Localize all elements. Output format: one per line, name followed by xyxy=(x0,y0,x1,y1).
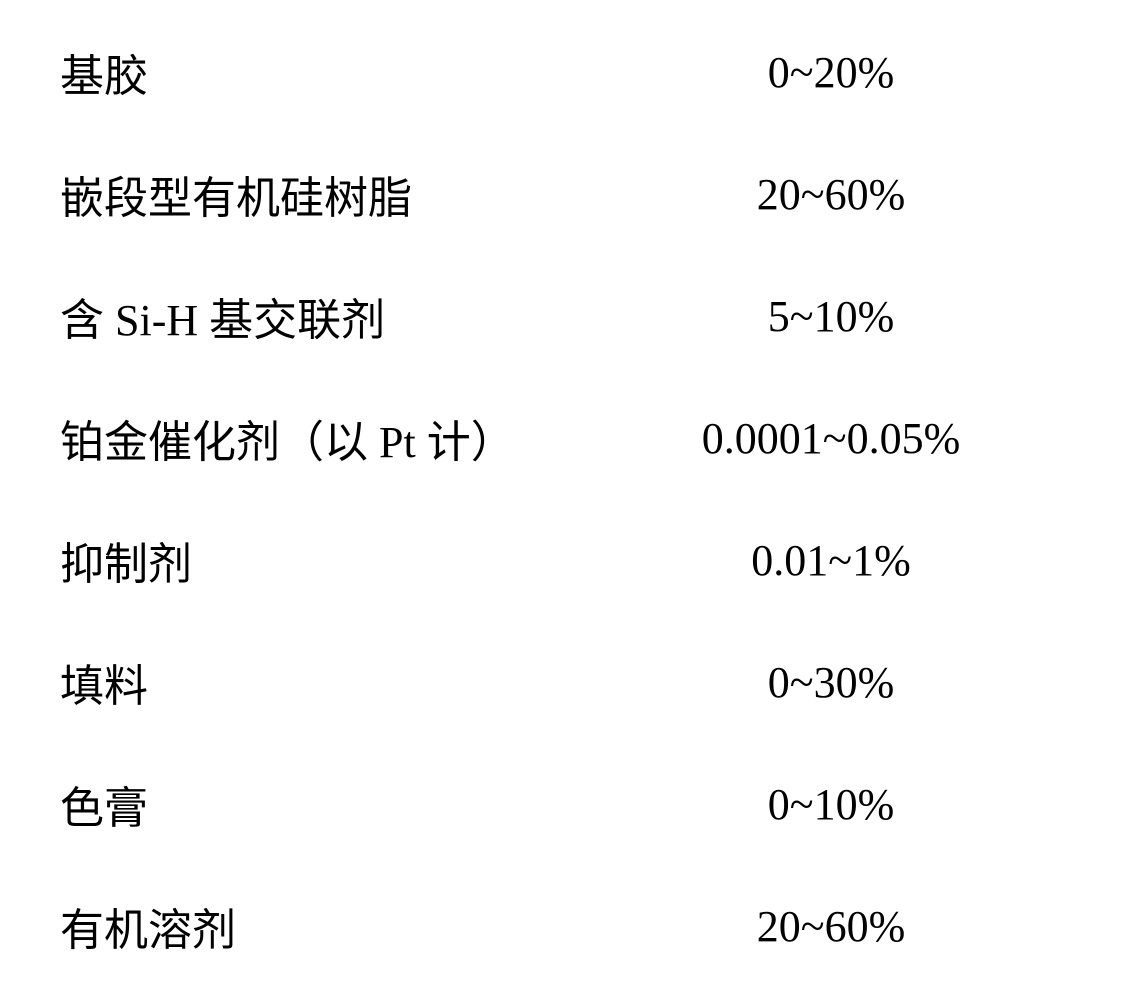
table-row: 有机溶剂 20~60% xyxy=(60,894,1082,958)
table-row: 抑制剂 0.01~1% xyxy=(60,528,1082,592)
component-label: 基胶 xyxy=(60,40,580,104)
component-label: 含 Si-H 基交联剂 xyxy=(60,284,580,348)
component-label: 嵌段型有机硅树脂 xyxy=(60,162,580,226)
component-value: 0~10% xyxy=(580,779,1082,830)
component-label: 有机溶剂 xyxy=(60,894,580,958)
component-label: 抑制剂 xyxy=(60,528,580,592)
component-value: 0~30% xyxy=(580,657,1082,708)
component-value: 5~10% xyxy=(580,291,1082,342)
table-row: 铂金催化剂（以 Pt 计） 0.0001~0.05% xyxy=(60,406,1082,470)
table-row: 含 Si-H 基交联剂 5~10% xyxy=(60,284,1082,348)
table-row: 嵌段型有机硅树脂 20~60% xyxy=(60,162,1082,226)
composition-table: 基胶 0~20% 嵌段型有机硅树脂 20~60% 含 Si-H 基交联剂 5~1… xyxy=(60,40,1082,958)
table-row: 基胶 0~20% xyxy=(60,40,1082,104)
component-value: 20~60% xyxy=(580,169,1082,220)
table-row: 填料 0~30% xyxy=(60,650,1082,714)
component-label: 铂金催化剂（以 Pt 计） xyxy=(60,406,580,470)
component-label: 填料 xyxy=(60,650,580,714)
component-value: 20~60% xyxy=(580,901,1082,952)
component-value: 0~20% xyxy=(580,47,1082,98)
table-row: 色膏 0~10% xyxy=(60,772,1082,836)
component-label: 色膏 xyxy=(60,772,580,836)
component-value: 0.0001~0.05% xyxy=(580,413,1082,464)
component-value: 0.01~1% xyxy=(580,535,1082,586)
